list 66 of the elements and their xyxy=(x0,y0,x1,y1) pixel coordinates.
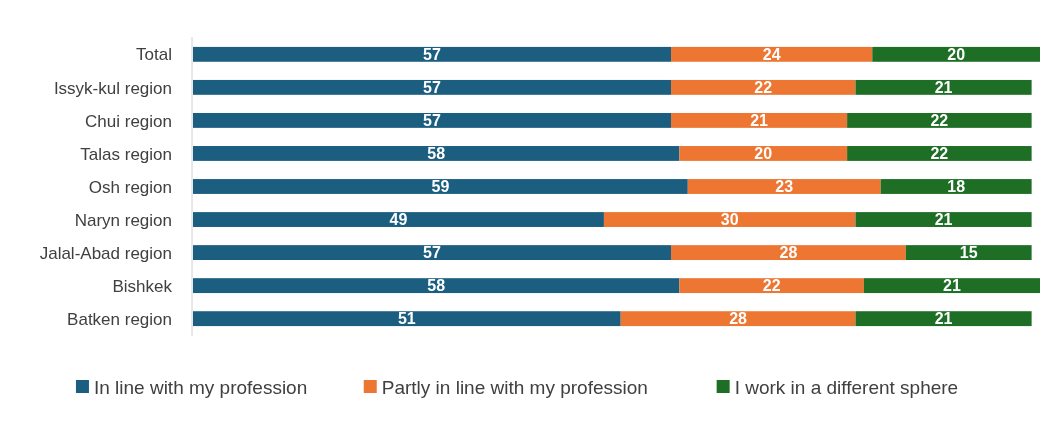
bar xyxy=(847,112,1032,128)
bar xyxy=(855,79,1032,95)
y-tick-label: Chui region xyxy=(85,111,172,131)
data-label: 51 xyxy=(397,310,416,328)
data-label: 21 xyxy=(934,310,953,328)
data-label: 57 xyxy=(423,244,441,262)
y-tick-label: Talas region xyxy=(80,144,172,164)
bar xyxy=(847,146,1032,161)
bar xyxy=(863,278,1040,294)
data-label: 49 xyxy=(389,211,408,229)
y-tick-label: Jalal-Abad region xyxy=(39,243,172,263)
data-label: 20 xyxy=(754,145,773,163)
data-label: 20 xyxy=(947,46,966,64)
data-label: 24 xyxy=(762,46,781,64)
bar xyxy=(193,311,621,327)
y-tick-label: Osh region xyxy=(88,177,172,197)
data-label: 21 xyxy=(934,79,953,97)
bar xyxy=(620,311,856,327)
bar xyxy=(193,245,672,261)
data-label: 57 xyxy=(423,79,441,97)
data-label: 18 xyxy=(947,178,966,196)
data-label: 21 xyxy=(943,277,961,295)
bar xyxy=(193,46,672,62)
bar xyxy=(603,212,856,227)
legend-label: Partly in line with my profession xyxy=(381,376,648,398)
data-label: 59 xyxy=(431,178,450,196)
bar xyxy=(687,179,881,194)
data-label: 58 xyxy=(427,277,446,295)
bar xyxy=(679,146,848,161)
data-label: 28 xyxy=(729,310,748,328)
bar xyxy=(855,311,1032,327)
data-label: 57 xyxy=(423,46,441,64)
data-label: 21 xyxy=(750,112,769,130)
y-tick-label: Issyk-kul region xyxy=(53,78,172,98)
data-label: 58 xyxy=(427,145,446,163)
bar xyxy=(855,212,1032,227)
data-label: 30 xyxy=(720,211,739,229)
y-tick-label: Bishkek xyxy=(112,276,173,296)
bar xyxy=(193,79,672,95)
data-label: 22 xyxy=(762,277,781,295)
bar xyxy=(671,112,848,128)
bar xyxy=(193,146,680,161)
data-label: 22 xyxy=(754,79,773,97)
data-label: 57 xyxy=(423,112,441,130)
y-tick-label: Batken region xyxy=(67,309,172,329)
legend-label: I work in a different sphere xyxy=(734,376,959,398)
bar xyxy=(679,278,864,294)
bar xyxy=(671,79,856,95)
data-label: 15 xyxy=(959,244,978,262)
data-label: 28 xyxy=(779,244,798,262)
bar xyxy=(193,179,688,194)
y-tick-label: Naryn region xyxy=(74,210,172,230)
bar xyxy=(193,112,672,128)
bar xyxy=(880,179,1032,194)
data-label: 22 xyxy=(930,145,949,163)
data-label: 22 xyxy=(930,112,949,130)
data-label: 21 xyxy=(934,211,953,229)
y-tick-label: Total xyxy=(136,45,172,65)
bar xyxy=(872,46,1040,62)
bar xyxy=(193,278,680,294)
bar xyxy=(671,46,873,62)
bar xyxy=(671,245,906,261)
legend-label: In line with my profession xyxy=(93,376,308,398)
data-label: 23 xyxy=(775,178,794,196)
bar xyxy=(193,212,604,227)
bar xyxy=(905,245,1032,261)
